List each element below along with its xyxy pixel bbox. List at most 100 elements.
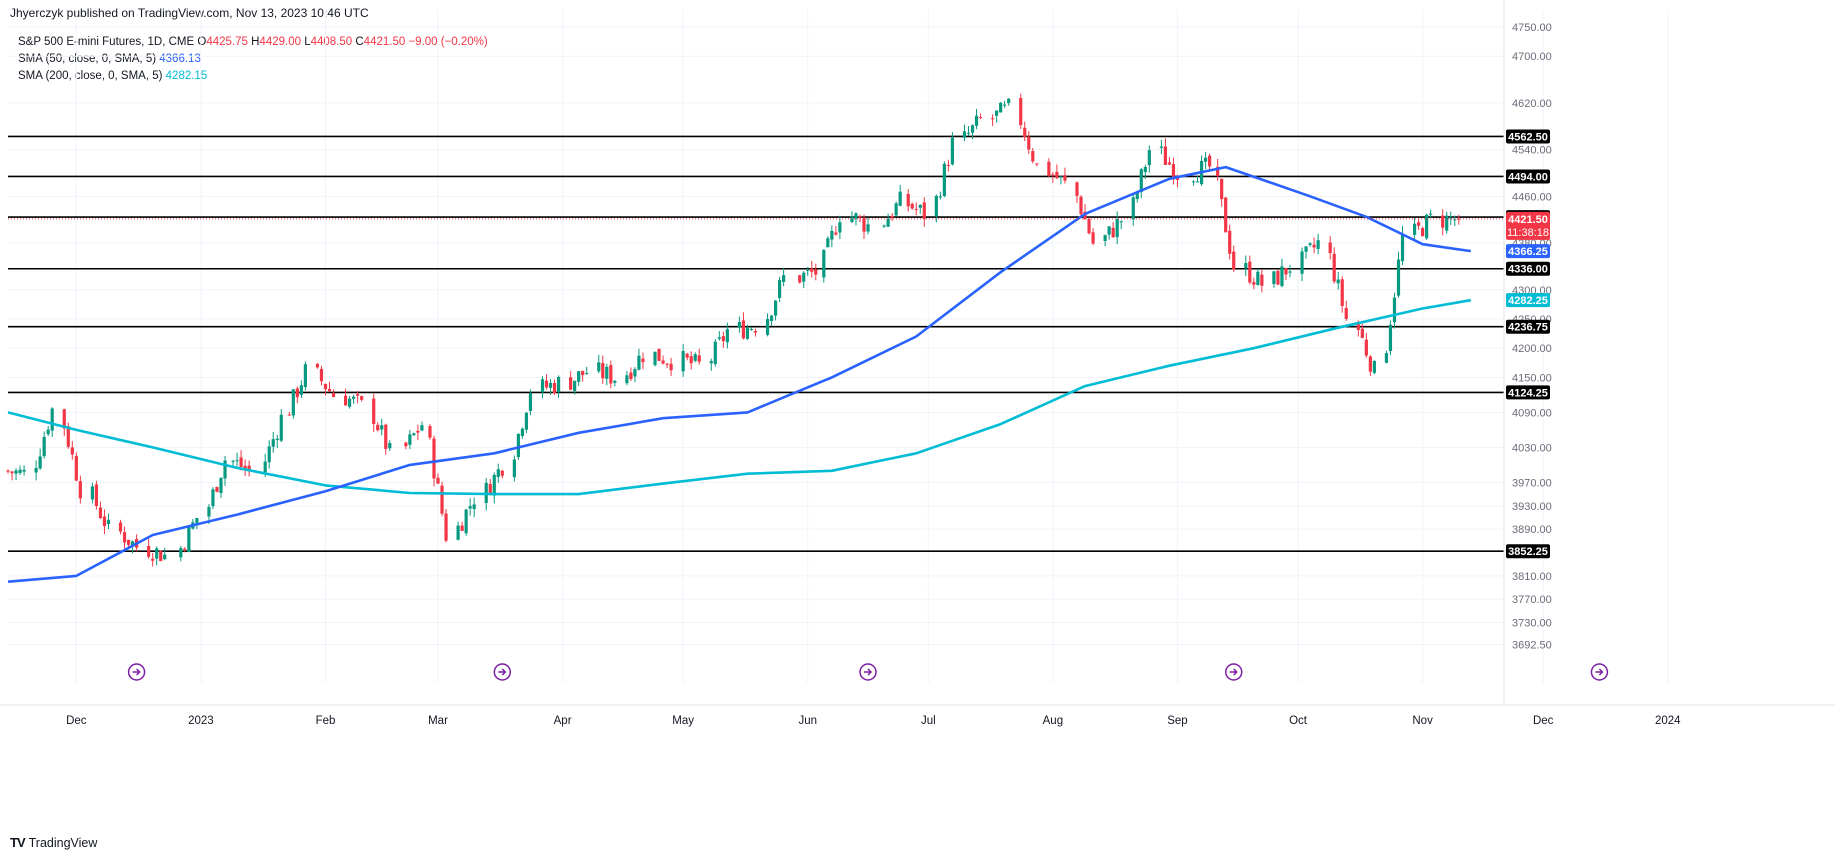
candle-body bbox=[1280, 266, 1284, 287]
candle-body bbox=[1453, 219, 1457, 221]
event-marker-icon[interactable] bbox=[127, 663, 146, 681]
countdown-text: 11:38:18 bbox=[1507, 227, 1549, 239]
candle-body bbox=[1163, 146, 1168, 165]
candle-body bbox=[1031, 151, 1035, 162]
candle-body bbox=[946, 164, 950, 166]
candle-body bbox=[94, 484, 99, 507]
candle-body bbox=[183, 548, 187, 550]
candle-body bbox=[834, 232, 838, 235]
candle-body bbox=[98, 507, 103, 519]
candle-body bbox=[388, 443, 392, 449]
candle-body bbox=[1035, 163, 1039, 165]
candle-body bbox=[970, 125, 975, 133]
candle-body bbox=[1007, 98, 1011, 104]
candle-body bbox=[850, 216, 854, 223]
candle-body bbox=[938, 196, 942, 198]
current-price-text: 4421.50 bbox=[1508, 214, 1548, 226]
level-badge-bg bbox=[1506, 169, 1550, 184]
time-tick-label: Nov bbox=[1412, 715, 1433, 727]
candle-body bbox=[372, 398, 376, 425]
candle-body bbox=[1079, 196, 1083, 215]
time-tick-label: Jul bbox=[921, 715, 936, 727]
candle-body bbox=[155, 548, 159, 559]
candle-body bbox=[1308, 243, 1312, 245]
price-tick-label: 4700.00 bbox=[1512, 51, 1552, 63]
candle-body bbox=[468, 506, 472, 509]
candle-body bbox=[741, 320, 746, 339]
candle-body bbox=[163, 554, 167, 560]
candle-body bbox=[1059, 176, 1063, 178]
candle-body bbox=[74, 456, 78, 481]
candle-body bbox=[1260, 274, 1264, 286]
candle-body bbox=[753, 331, 758, 333]
candle-body bbox=[239, 457, 243, 468]
candle-body bbox=[838, 222, 842, 233]
level-badge: 3852.25 bbox=[1506, 544, 1550, 559]
price-tick-label: 3730.00 bbox=[1512, 618, 1552, 630]
candle-body bbox=[1087, 219, 1091, 234]
candle-body bbox=[243, 465, 247, 469]
candle-body bbox=[1119, 221, 1123, 223]
candle-body bbox=[319, 368, 324, 382]
sma50-badge: 4366.25 bbox=[1506, 244, 1550, 259]
candle-body bbox=[287, 414, 291, 416]
event-marker-icon[interactable] bbox=[859, 663, 877, 681]
candle-body bbox=[1445, 215, 1449, 231]
candle-body bbox=[552, 382, 557, 394]
time-tick-label: Apr bbox=[554, 715, 572, 727]
candle-body bbox=[910, 203, 914, 209]
candle-body bbox=[472, 504, 476, 510]
candle-body bbox=[725, 329, 729, 343]
candle-body bbox=[1360, 328, 1364, 338]
candle-body bbox=[1027, 136, 1031, 150]
candle-body bbox=[1220, 178, 1224, 200]
price-tick-label: 3890.00 bbox=[1512, 524, 1552, 536]
legend-sma200-row[interactable]: SMA (200, close, 0, SMA, 5) 4282.15 bbox=[18, 68, 488, 85]
candle-body bbox=[641, 358, 645, 363]
level-badge-text: 4562.50 bbox=[1508, 131, 1548, 143]
price-tick-label: 4150.00 bbox=[1512, 372, 1552, 384]
candle-body bbox=[1284, 268, 1288, 275]
candle-body bbox=[866, 224, 870, 232]
candle-body bbox=[1203, 157, 1208, 162]
candle-body bbox=[1392, 297, 1397, 323]
candle-body bbox=[1276, 270, 1280, 285]
candle-body bbox=[886, 218, 890, 227]
candle-body bbox=[299, 385, 303, 395]
candle-body bbox=[745, 327, 750, 339]
candle-body bbox=[1091, 232, 1095, 244]
candle-body bbox=[810, 268, 814, 272]
candle-body bbox=[1055, 171, 1059, 179]
candle-body bbox=[974, 115, 979, 126]
candle-body bbox=[295, 388, 299, 398]
candle-body bbox=[978, 117, 983, 119]
candle-body bbox=[62, 409, 66, 429]
candle-body bbox=[1147, 150, 1151, 166]
event-marker-icon[interactable] bbox=[1590, 663, 1609, 681]
candle-body bbox=[384, 424, 388, 449]
candle-body bbox=[263, 461, 267, 473]
candle-body bbox=[460, 525, 464, 531]
time-tick-label: 2023 bbox=[188, 715, 214, 727]
candle-body bbox=[231, 460, 235, 462]
candle-body bbox=[697, 355, 701, 362]
candle-body bbox=[50, 408, 54, 431]
candle-body bbox=[235, 460, 239, 462]
candle-body bbox=[637, 355, 641, 370]
candle-body bbox=[1244, 263, 1248, 269]
price-tick-label: 3930.00 bbox=[1512, 501, 1552, 513]
legend-symbol-row[interactable]: S&P 500 E-mini Futures, 1D, CME O4425.75… bbox=[18, 34, 488, 51]
event-marker-icon[interactable] bbox=[1224, 663, 1243, 681]
candle-body bbox=[380, 425, 384, 430]
candle-body bbox=[713, 341, 717, 365]
candle-body bbox=[428, 426, 432, 438]
candle-body bbox=[412, 433, 416, 436]
event-marker-icon[interactable] bbox=[493, 663, 512, 681]
candle-body bbox=[488, 484, 492, 495]
time-tick-label: Sep bbox=[1167, 715, 1187, 727]
tradingview-brand[interactable]: TV TradingView bbox=[10, 835, 97, 850]
time-tick-label: Jun bbox=[798, 715, 817, 727]
candle-body bbox=[1416, 222, 1421, 226]
candle-body bbox=[934, 195, 938, 217]
